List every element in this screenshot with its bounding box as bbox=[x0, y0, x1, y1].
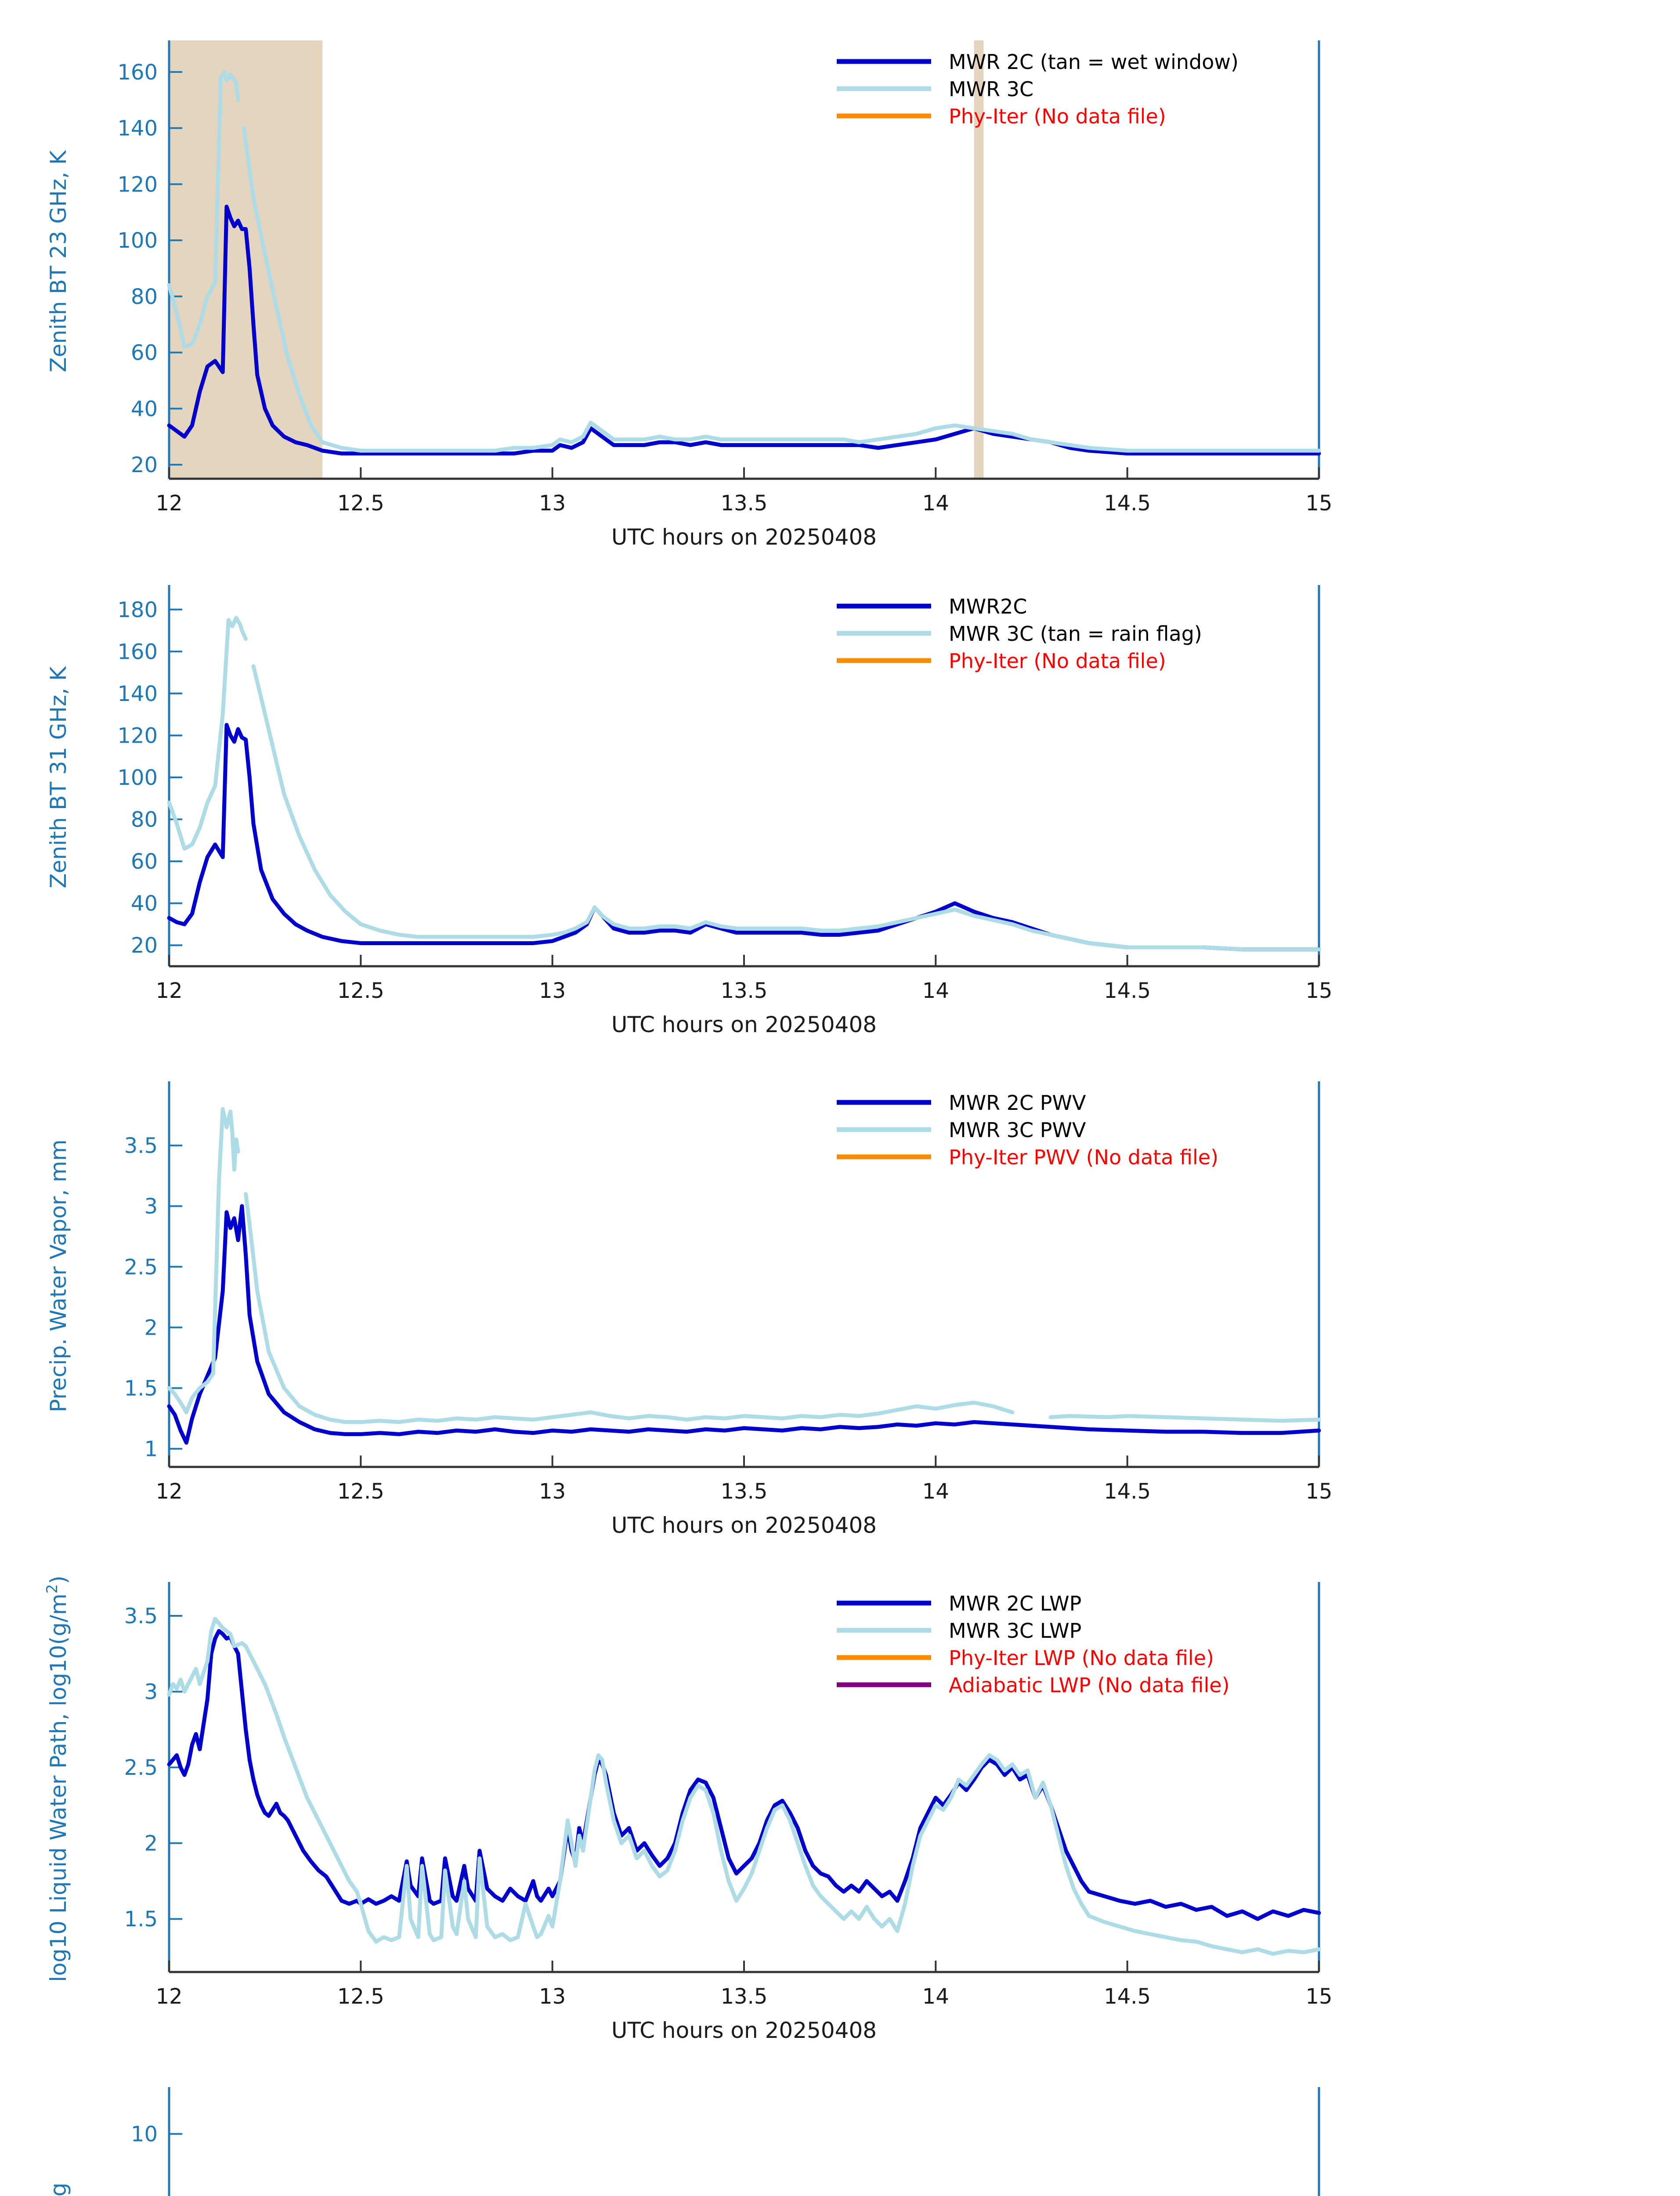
x-tick-label: 14.5 bbox=[1104, 491, 1151, 516]
x-tick-label: 12 bbox=[155, 491, 182, 516]
x-tick-label: 15 bbox=[1305, 1479, 1332, 1504]
shaded-span bbox=[974, 40, 984, 479]
y-tick-label: 1.5 bbox=[124, 1907, 158, 1932]
legend-label: MWR 3C PWV bbox=[949, 1118, 1086, 1142]
series-line bbox=[167, 723, 1321, 952]
y-tick-label: 20 bbox=[131, 933, 158, 958]
series-line bbox=[167, 1204, 1321, 1445]
x-tick-label: 14 bbox=[922, 1984, 949, 2009]
y-tick-label: 2.5 bbox=[124, 1755, 158, 1780]
x-axis-label: UTC hours on 20250408 bbox=[611, 1513, 877, 1538]
y-tick-label: 3.5 bbox=[124, 1134, 158, 1158]
chart-panel-1: 20 40 60 80 100 120 140 160 12 12.5 13 13.5 14 14.5 15… bbox=[0, 26, 1680, 584]
legend-label: MWR 3C LWP bbox=[949, 1619, 1081, 1643]
y-tick-label: 80 bbox=[131, 808, 158, 832]
y-tick-label: 2 bbox=[144, 1831, 158, 1856]
chart-panel-3: 1 1.5 2 2.5 3 3.5 12 12.5 13 13.5 14 14.5 15 UTC hour… bbox=[0, 1067, 1680, 1568]
y-tick-label: 8 bbox=[144, 2194, 158, 2196]
x-tick-label: 13.5 bbox=[721, 1984, 768, 2009]
y-axis-label: log10 Liquid Water Path, log10(g/m2) bbox=[43, 1575, 71, 1982]
legend-label: Phy-Iter (No data file) bbox=[949, 649, 1166, 673]
x-axis-label: UTC hours on 20250408 bbox=[611, 2018, 877, 2043]
legend-label: Phy-Iter LWP (No data file) bbox=[949, 1646, 1214, 1670]
x-tick-label: 13 bbox=[539, 491, 566, 516]
y-tick-label: 2.5 bbox=[124, 1255, 158, 1279]
legend-label: Adiabatic LWP (No data file) bbox=[949, 1673, 1230, 1697]
y-tick-label: 3.5 bbox=[124, 1604, 158, 1629]
y-tick-label: 60 bbox=[131, 849, 158, 874]
x-tick-label: 13.5 bbox=[721, 1479, 768, 1504]
shaded-span bbox=[169, 40, 323, 479]
y-tick-label: 10 bbox=[131, 2122, 158, 2147]
y-axis-label: Zenith BT 31 GHz, K bbox=[46, 666, 71, 888]
y-tick-label: 40 bbox=[131, 892, 158, 916]
y-tick-label: 80 bbox=[131, 285, 158, 309]
y-tick-label: 120 bbox=[117, 723, 158, 748]
x-tick-label: 12 bbox=[155, 979, 182, 1003]
x-tick-label: 12 bbox=[155, 1479, 182, 1504]
legend-label: MWR 2C (tan = wet window) bbox=[949, 50, 1239, 74]
y-tick-label: 1.5 bbox=[124, 1376, 158, 1401]
y-tick-label: 180 bbox=[117, 598, 158, 622]
y-tick-label: 100 bbox=[117, 228, 158, 253]
x-tick-label: 13 bbox=[539, 1479, 566, 1504]
x-tick-label: 14 bbox=[922, 491, 949, 516]
legend-label: Phy-Iter (No data file) bbox=[949, 105, 1166, 128]
y-axis-label: Zenith BT 23 GHz, K bbox=[46, 150, 71, 372]
y-tick-label: 60 bbox=[131, 341, 158, 365]
legend-label: MWR 3C bbox=[949, 77, 1033, 101]
x-axis-label: UTC hours on 20250408 bbox=[611, 524, 877, 550]
y-tick-label: 120 bbox=[117, 172, 158, 197]
y-axis-label: MWR Phy Iter DQ Flag bbox=[46, 2183, 71, 2196]
x-tick-label: 13 bbox=[539, 1984, 566, 2009]
y-tick-label: 20 bbox=[131, 453, 158, 477]
chart-panel-2: 20 40 60 80 100 120 140 160 180 12 12.5 13 13.5 14 14.… bbox=[0, 571, 1680, 1067]
y-axis-label: Precip. Water Vapor, mm bbox=[46, 1139, 71, 1412]
y-tick-label: 160 bbox=[117, 639, 158, 664]
series-line bbox=[167, 204, 1321, 456]
x-tick-label: 14.5 bbox=[1104, 1479, 1151, 1504]
series-line bbox=[167, 70, 1321, 453]
x-tick-label: 13 bbox=[539, 979, 566, 1003]
series-line bbox=[167, 1617, 1321, 1956]
x-tick-label: 13.5 bbox=[721, 979, 768, 1003]
legend-label: MWR 2C LWP bbox=[949, 1592, 1081, 1615]
y-tick-label: 1 bbox=[144, 1437, 158, 1462]
x-tick-label: 15 bbox=[1305, 491, 1332, 516]
legend-label: MWR 2C PWV bbox=[949, 1091, 1086, 1115]
series-line bbox=[167, 1629, 1321, 1921]
x-tick-label: 13.5 bbox=[721, 491, 768, 516]
x-tick-label: 12.5 bbox=[337, 979, 384, 1003]
x-tick-label: 14.5 bbox=[1104, 979, 1151, 1003]
x-tick-label: 14 bbox=[922, 1479, 949, 1504]
x-tick-label: 12.5 bbox=[337, 1984, 384, 2009]
legend-label: MWR 3C (tan = rain flag) bbox=[949, 622, 1202, 646]
y-tick-label: 140 bbox=[117, 682, 158, 706]
x-axis-label: UTC hours on 20250408 bbox=[611, 1012, 877, 1037]
x-tick-label: 15 bbox=[1305, 1984, 1332, 2009]
y-tick-label: 40 bbox=[131, 397, 158, 421]
legend-label: MWR2C bbox=[949, 595, 1027, 618]
x-tick-label: 12 bbox=[155, 1984, 182, 2009]
y-tick-label: 140 bbox=[117, 116, 158, 141]
chart-panel-4: 1.5 2 2.5 3 3.5 12 12.5 13 13.5 14 14.5 15 UTC hours… bbox=[0, 1568, 1680, 2073]
x-tick-label: 12.5 bbox=[337, 491, 384, 516]
y-tick-label: 3 bbox=[144, 1194, 158, 1219]
x-tick-label: 14.5 bbox=[1104, 1984, 1151, 2009]
svg-text:log10 Liquid Water Path, log10: log10 Liquid Water Path, log10(g/m2) bbox=[43, 1575, 71, 1982]
x-tick-label: 12.5 bbox=[337, 1479, 384, 1504]
x-tick-label: 15 bbox=[1305, 979, 1332, 1003]
series-line bbox=[167, 1107, 1321, 1424]
y-tick-label: 100 bbox=[117, 766, 158, 790]
x-tick-label: 14 bbox=[922, 979, 949, 1003]
legend-label: Phy-Iter PWV (No data file) bbox=[949, 1145, 1218, 1169]
y-tick-label: 3 bbox=[144, 1680, 158, 1705]
y-tick-label: 2 bbox=[144, 1315, 158, 1340]
series-line bbox=[167, 616, 1321, 952]
y-tick-label: 160 bbox=[117, 60, 158, 85]
